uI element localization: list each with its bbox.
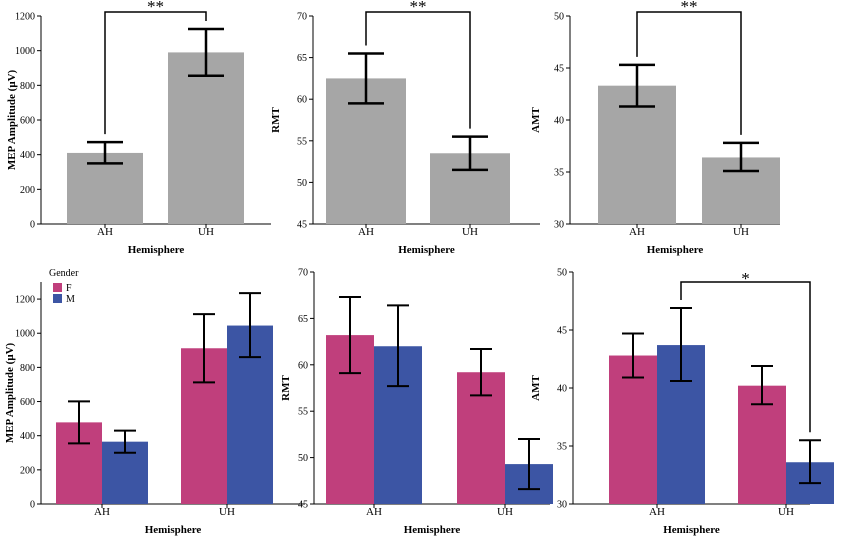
x-axis-title: Hemisphere — [663, 524, 720, 536]
y-tick-label: 400 — [20, 150, 35, 161]
bar-ah-f — [609, 355, 657, 504]
y-axis-title: AMT — [530, 375, 542, 401]
bar-uh-all — [168, 52, 244, 225]
y-tick-label: 800 — [20, 363, 35, 374]
significance-label: ** — [681, 0, 698, 16]
significance-label: * — [741, 269, 750, 288]
y-tick-label: 200 — [20, 185, 35, 196]
significance-bracket — [104, 11, 207, 135]
legend-label-f: F — [66, 283, 72, 294]
bar-ah-all — [598, 85, 676, 225]
y-tick-label: 600 — [20, 397, 35, 408]
x-tick-label: AH — [97, 226, 113, 238]
y-tick-label: 70 — [298, 268, 308, 279]
y-tick-label: 45 — [554, 64, 564, 75]
chart-top-amt: 30 35 40 45 50 AMT AH UH Hemisphere ** — [530, 0, 780, 256]
y-tick-label: 40 — [554, 116, 564, 127]
y-tick-label: 200 — [20, 465, 35, 476]
legend-label-m: M — [66, 294, 75, 305]
y-tick-label: 50 — [298, 453, 308, 464]
x-tick-label: UH — [198, 226, 214, 238]
x-axis-title: Hemisphere — [128, 244, 185, 256]
y-tick-label: 50 — [297, 178, 307, 189]
x-axis-title: Hemisphere — [145, 524, 202, 536]
x-tick-label: UH — [733, 226, 749, 238]
y-tick-label: 55 — [298, 407, 308, 418]
y-tick-label: 30 — [554, 220, 564, 231]
x-tick-label: AH — [629, 226, 645, 238]
y-tick-label: 1000 — [15, 46, 35, 57]
y-tick-label: 800 — [20, 81, 35, 92]
y-axis-title: AMT — [530, 107, 542, 133]
legend-swatch-f — [53, 283, 62, 292]
chart-bottom-amt: 30 35 40 45 50 AMT AH UH Hemisphere * — [530, 268, 834, 536]
significance-bracket — [365, 11, 471, 129]
y-tick-label: 50 — [554, 12, 564, 23]
x-tick-label: UH — [497, 506, 513, 518]
bar-uh-f — [738, 385, 786, 504]
significance-label: ** — [410, 0, 427, 16]
y-tick-label: 35 — [557, 442, 567, 453]
x-tick-label: AH — [358, 226, 374, 238]
y-tick-label: 30 — [557, 500, 567, 511]
x-axis-title: Hemisphere — [647, 244, 704, 256]
chart-bottom-rmt: 45 50 55 60 65 70 RMT AH UH Hemisphere — [280, 268, 553, 536]
y-tick-label: 0 — [30, 500, 35, 511]
legend-title: Gender — [49, 268, 79, 279]
y-axis-title: RMT — [270, 107, 282, 133]
chart-top-mep: 0 200 400 600 800 1000 1200 MEP Amplitude (μV) A… — [6, 0, 271, 256]
y-tick-label: 50 — [557, 268, 567, 279]
x-tick-label: UH — [462, 226, 478, 238]
significance-label: ** — [147, 0, 164, 16]
x-axis-title: Hemisphere — [404, 524, 461, 536]
significance-bracket — [680, 281, 811, 433]
y-tick-label: 400 — [20, 431, 35, 442]
y-tick-label: 1200 — [15, 295, 35, 306]
y-tick-label: 65 — [297, 53, 307, 64]
x-tick-label: AH — [649, 506, 665, 518]
chart-top-rmt: 45 50 55 60 65 70 RMT AH UH Hemisphere ** — [270, 0, 540, 256]
x-tick-label: AH — [94, 506, 110, 518]
y-tick-label: 45 — [557, 326, 567, 337]
significance-bracket — [636, 11, 742, 135]
y-tick-label: 1200 — [15, 12, 35, 23]
y-tick-label: 60 — [297, 95, 307, 106]
x-axis-title: Hemisphere — [398, 244, 455, 256]
chart-bottom-mep: 0 200 400 600 800 1000 1200 MEP Amplitude (μV) A… — [4, 268, 305, 536]
y-tick-label: 70 — [297, 12, 307, 23]
legend-swatch-m — [53, 294, 62, 303]
y-tick-label: 40 — [557, 384, 567, 395]
x-tick-label: UH — [778, 506, 794, 518]
y-axis-title: MEP Amplitude (μV) — [4, 342, 16, 443]
y-axis-title: RMT — [280, 375, 292, 401]
x-tick-label: UH — [219, 506, 235, 518]
y-axis-title: MEP Amplitude (μV) — [6, 69, 18, 170]
y-tick-label: 45 — [298, 500, 308, 511]
x-tick-label: AH — [366, 506, 382, 518]
y-tick-label: 1000 — [15, 329, 35, 340]
y-tick-label: 55 — [297, 136, 307, 147]
y-tick-label: 600 — [20, 116, 35, 127]
y-tick-label: 0 — [30, 220, 35, 231]
y-tick-label: 60 — [298, 360, 308, 371]
y-tick-label: 45 — [297, 220, 307, 231]
y-tick-label: 65 — [298, 314, 308, 325]
y-tick-label: 35 — [554, 168, 564, 179]
bar-ah-all — [67, 152, 143, 224]
